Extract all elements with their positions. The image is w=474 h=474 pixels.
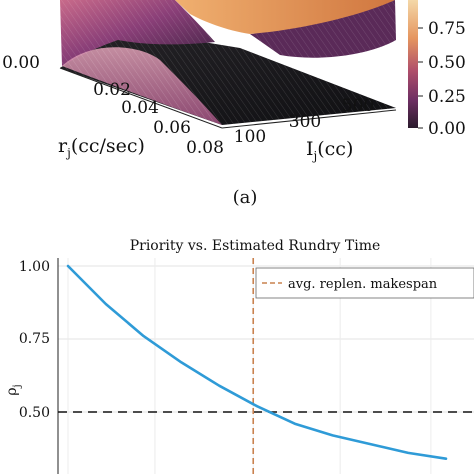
y-tick-label-0: 100: [234, 127, 266, 147]
y-tick-label-2: 0.50: [19, 405, 50, 421]
x-tick-label-0: 0.02: [93, 80, 131, 100]
line-chart: Priority vs. Estimated Rundry Time ρj 1.…: [4, 238, 474, 474]
grid: [58, 258, 474, 474]
x-tick-label-2: 0.06: [153, 118, 191, 138]
surface-plot: 0.00 0.02 0.04 0.06 0.08 100 300 500 rj(…: [2, 0, 466, 163]
y-tick-label-2: 500: [342, 96, 374, 116]
colorbar-tick-2: 0.25: [428, 87, 466, 107]
y-axis-label: Ij(cc): [306, 138, 353, 163]
colorbar: [408, 0, 418, 128]
y-axis-label: ρj: [4, 384, 23, 395]
z-tick-label-0: 0.00: [2, 53, 40, 73]
x-tick-label-3: 0.08: [186, 138, 224, 158]
reference-lines: [58, 258, 474, 474]
subfigure-label: (a): [233, 187, 258, 208]
x-tick-label-1: 0.04: [121, 98, 159, 118]
y-tick-label-1: 300: [289, 112, 321, 132]
series-line-0: [66, 264, 448, 461]
y-tick-label-0: 1.00: [19, 259, 50, 275]
colorbar-tick-1: 0.50: [428, 53, 466, 73]
colorbar-tick-0: 0.75: [428, 19, 466, 39]
legend-box: [255, 267, 474, 299]
surface-orange: [175, 0, 395, 34]
chart-title: Priority vs. Estimated Rundry Time: [130, 238, 381, 254]
x-axis-label: rj(cc/sec): [58, 135, 145, 160]
series-group: [66, 264, 448, 461]
legend-entry-label: avg. replen. makespan: [288, 277, 438, 292]
y-tick-label-1: 0.75: [19, 331, 50, 347]
colorbar-tick-3: 0.00: [428, 119, 466, 139]
legend: avg. replen. makespan: [255, 267, 474, 299]
